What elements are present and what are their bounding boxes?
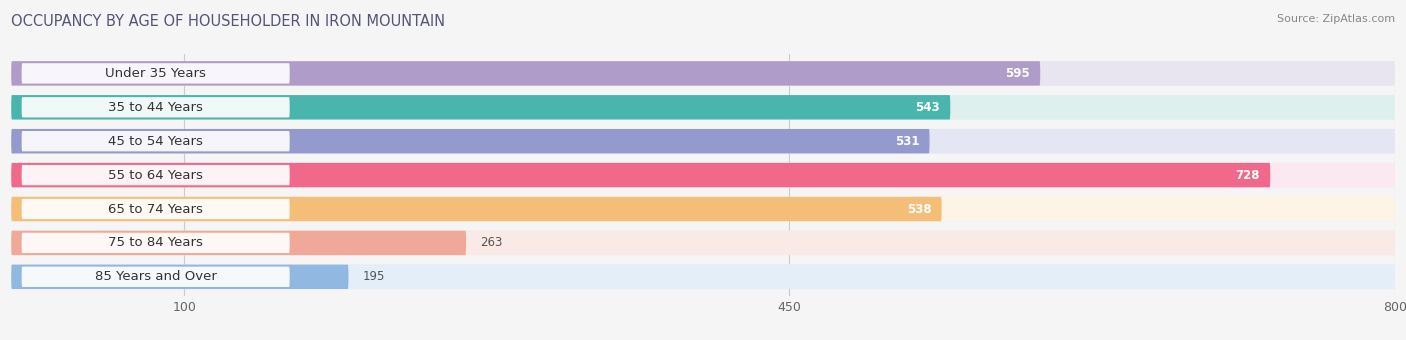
Text: Source: ZipAtlas.com: Source: ZipAtlas.com bbox=[1277, 14, 1395, 23]
Text: 195: 195 bbox=[363, 270, 385, 283]
FancyBboxPatch shape bbox=[11, 61, 1040, 86]
Text: 538: 538 bbox=[907, 203, 931, 216]
FancyBboxPatch shape bbox=[21, 97, 290, 117]
FancyBboxPatch shape bbox=[11, 163, 1395, 187]
FancyBboxPatch shape bbox=[11, 265, 1395, 289]
Text: 728: 728 bbox=[1236, 169, 1260, 182]
Text: 65 to 74 Years: 65 to 74 Years bbox=[108, 203, 202, 216]
Text: Under 35 Years: Under 35 Years bbox=[105, 67, 207, 80]
FancyBboxPatch shape bbox=[11, 197, 1395, 221]
FancyBboxPatch shape bbox=[11, 129, 1395, 153]
Text: 55 to 64 Years: 55 to 64 Years bbox=[108, 169, 202, 182]
FancyBboxPatch shape bbox=[11, 61, 1395, 86]
Text: OCCUPANCY BY AGE OF HOUSEHOLDER IN IRON MOUNTAIN: OCCUPANCY BY AGE OF HOUSEHOLDER IN IRON … bbox=[11, 14, 446, 29]
FancyBboxPatch shape bbox=[11, 197, 1395, 221]
FancyBboxPatch shape bbox=[11, 129, 929, 153]
Text: 35 to 44 Years: 35 to 44 Years bbox=[108, 101, 202, 114]
FancyBboxPatch shape bbox=[11, 163, 1270, 187]
Text: 531: 531 bbox=[894, 135, 920, 148]
FancyBboxPatch shape bbox=[11, 197, 942, 221]
Text: 543: 543 bbox=[915, 101, 941, 114]
FancyBboxPatch shape bbox=[21, 131, 290, 151]
FancyBboxPatch shape bbox=[11, 163, 1395, 187]
Text: 595: 595 bbox=[1005, 67, 1029, 80]
FancyBboxPatch shape bbox=[21, 199, 290, 219]
FancyBboxPatch shape bbox=[21, 165, 290, 185]
FancyBboxPatch shape bbox=[21, 267, 290, 287]
FancyBboxPatch shape bbox=[11, 231, 465, 255]
FancyBboxPatch shape bbox=[11, 95, 1395, 119]
FancyBboxPatch shape bbox=[11, 61, 1395, 86]
FancyBboxPatch shape bbox=[21, 63, 290, 84]
FancyBboxPatch shape bbox=[11, 95, 1395, 119]
FancyBboxPatch shape bbox=[11, 265, 1395, 289]
FancyBboxPatch shape bbox=[11, 231, 1395, 255]
FancyBboxPatch shape bbox=[11, 231, 1395, 255]
FancyBboxPatch shape bbox=[21, 233, 290, 253]
FancyBboxPatch shape bbox=[11, 95, 950, 119]
Text: 85 Years and Over: 85 Years and Over bbox=[94, 270, 217, 283]
Text: 75 to 84 Years: 75 to 84 Years bbox=[108, 236, 202, 250]
FancyBboxPatch shape bbox=[11, 265, 349, 289]
Text: 45 to 54 Years: 45 to 54 Years bbox=[108, 135, 202, 148]
FancyBboxPatch shape bbox=[11, 129, 1395, 153]
Text: 263: 263 bbox=[479, 236, 502, 250]
